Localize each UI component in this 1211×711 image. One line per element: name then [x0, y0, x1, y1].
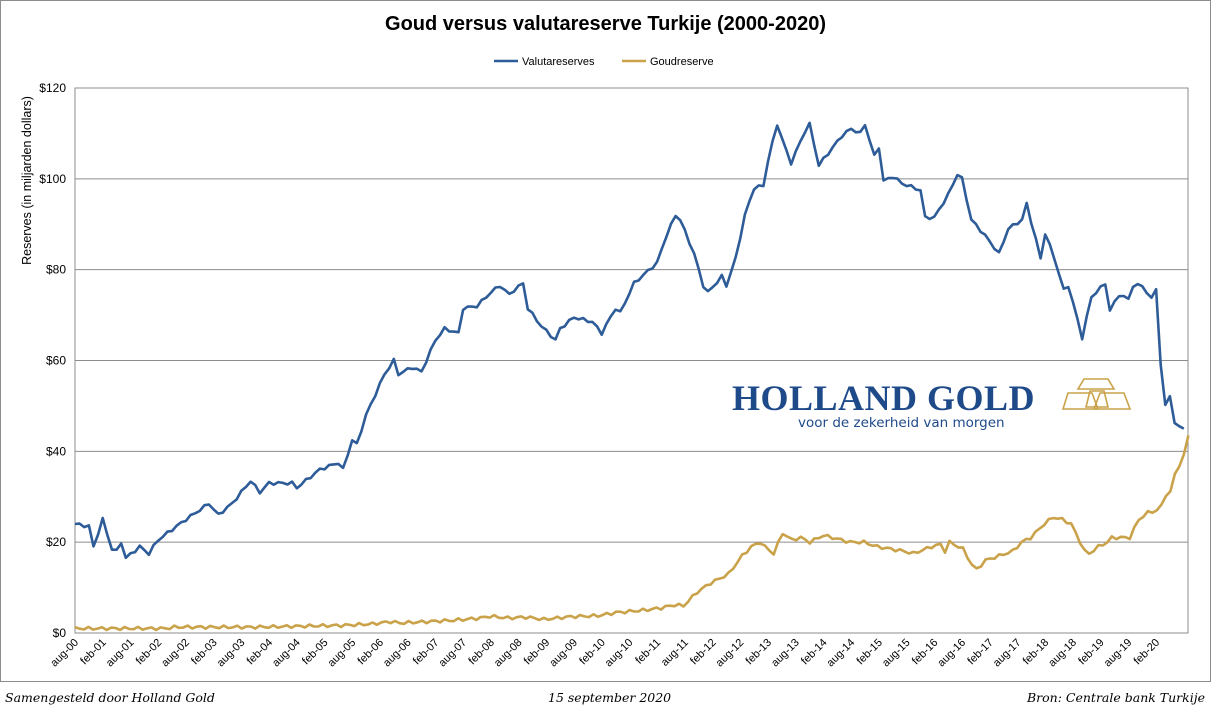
- x-tick-label: aug-03: [215, 637, 248, 670]
- x-tick-label: aug-07: [436, 637, 469, 670]
- x-tick-label: aug-05: [326, 637, 359, 670]
- y-tick-label: $60: [46, 354, 66, 368]
- chart-title: Goud versus valutareserve Turkije (2000-…: [385, 13, 826, 35]
- x-tick-label: feb-11: [633, 637, 663, 667]
- logo-tagline: voor de zekerheid van morgen: [798, 415, 1005, 431]
- footer-source: Bron: Centrale bank Turkije: [1026, 690, 1205, 705]
- x-tick-label: aug-06: [381, 637, 414, 670]
- x-tick-label: aug-08: [492, 637, 525, 670]
- x-tick-label: aug-16: [935, 637, 968, 670]
- logo-name: HOLLAND GOLD: [732, 378, 1036, 418]
- x-tick-label: aug-01: [104, 637, 137, 670]
- x-tick-label: aug-02: [159, 637, 192, 670]
- x-tick-label: aug-15: [880, 637, 913, 670]
- y-axis-title: Reserves (in miljarden dollars): [20, 96, 34, 265]
- x-tick-label: feb-20: [1132, 637, 1163, 668]
- x-tick-label: aug-19: [1102, 637, 1135, 670]
- y-tick-label: $0: [53, 626, 67, 640]
- x-tick-label: aug-04: [270, 637, 303, 670]
- legend-label: Goudreserve: [650, 56, 714, 68]
- y-tick-label: $40: [46, 444, 66, 458]
- series-line-goudreserve: [74, 435, 1190, 632]
- x-tick-label: aug-09: [547, 637, 580, 670]
- x-tick-label: aug-11: [659, 637, 691, 669]
- series-line-valutareserves: [74, 121, 1185, 560]
- y-tick-label: $20: [46, 535, 66, 549]
- plot-area: [74, 87, 1189, 634]
- holland-gold-logo: HOLLAND GOLD voor de zekerheid van morge…: [732, 377, 1142, 437]
- footer-compiled-by: Samengesteld door Holland Gold: [5, 690, 215, 705]
- x-tick-label: aug-00: [48, 637, 81, 670]
- x-tick-label: aug-18: [1046, 637, 1079, 670]
- y-tick-label: $100: [39, 172, 66, 186]
- y-tick-label: $120: [39, 81, 66, 95]
- footer-date: 15 september 2020: [548, 690, 672, 705]
- x-tick-label: aug-13: [769, 637, 802, 670]
- x-tick-label: aug-12: [714, 637, 747, 670]
- x-tick-label: aug-17: [991, 637, 1024, 670]
- x-tick-label: aug-10: [603, 637, 636, 670]
- y-tick-label: $80: [46, 263, 66, 277]
- x-tick-label: aug-14: [825, 637, 858, 670]
- gold-bars-icon: [1062, 378, 1132, 410]
- legend-label: Valutareserves: [522, 56, 595, 68]
